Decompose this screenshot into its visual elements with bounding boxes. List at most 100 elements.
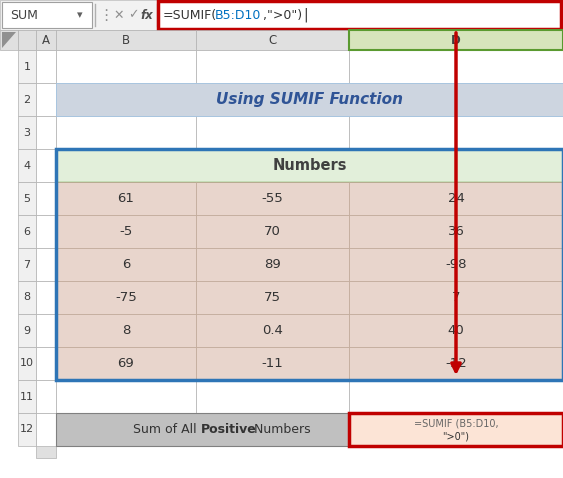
Bar — [196, 83, 349, 116]
Bar — [196, 314, 349, 347]
Bar — [36, 30, 56, 50]
Bar — [56, 413, 196, 446]
Text: 0.4: 0.4 — [262, 324, 283, 337]
Bar — [196, 215, 349, 248]
Bar — [349, 248, 563, 281]
Bar — [196, 413, 349, 446]
Bar — [36, 149, 56, 182]
Text: Numbers: Numbers — [272, 158, 347, 173]
Text: 69: 69 — [118, 357, 135, 370]
Bar — [56, 248, 196, 281]
Bar — [56, 281, 196, 314]
Bar — [196, 30, 349, 50]
Text: 75: 75 — [264, 291, 281, 304]
Text: 3: 3 — [24, 128, 30, 138]
Text: -11: -11 — [262, 357, 283, 370]
Bar — [36, 380, 56, 413]
Bar — [349, 281, 563, 314]
Text: fx: fx — [141, 9, 153, 22]
Bar — [56, 116, 196, 149]
Text: -5: -5 — [119, 225, 133, 238]
Bar — [56, 83, 563, 116]
Bar — [349, 413, 563, 446]
Bar — [349, 215, 563, 248]
Bar — [56, 30, 196, 50]
Text: 89: 89 — [264, 258, 281, 271]
Text: 5: 5 — [24, 194, 30, 204]
Bar — [349, 182, 563, 215]
Text: ">0"): ">0") — [443, 432, 470, 442]
Bar — [56, 318, 196, 338]
Bar — [196, 380, 349, 413]
Bar — [349, 182, 563, 215]
Bar — [36, 215, 56, 248]
Bar — [56, 149, 563, 182]
Bar — [349, 116, 563, 149]
Text: 24: 24 — [448, 192, 464, 205]
Text: Sum of All: Sum of All — [133, 423, 200, 436]
Text: ▾: ▾ — [77, 10, 83, 20]
Text: exceldemy: exceldemy — [226, 414, 334, 432]
Bar — [196, 281, 349, 314]
Bar — [349, 248, 563, 281]
Text: 11: 11 — [20, 391, 34, 402]
Text: 10: 10 — [20, 358, 34, 369]
Bar — [196, 248, 349, 281]
Text: SUM: SUM — [10, 9, 38, 22]
Bar — [56, 347, 196, 380]
Text: 7: 7 — [24, 260, 30, 270]
Text: =SUMIF (B5:D10,: =SUMIF (B5:D10, — [414, 419, 498, 428]
Bar — [196, 314, 349, 347]
Bar — [56, 380, 196, 413]
Bar — [196, 305, 349, 325]
Bar — [56, 347, 196, 380]
Bar — [36, 281, 56, 314]
Text: -55: -55 — [262, 192, 283, 205]
Text: 36: 36 — [448, 225, 464, 238]
Bar — [2, 2, 92, 28]
Text: Numbers: Numbers — [250, 423, 311, 436]
Bar — [36, 50, 56, 83]
Bar — [18, 182, 36, 215]
Bar — [18, 380, 36, 413]
Bar — [18, 116, 36, 149]
Text: 2: 2 — [24, 95, 30, 105]
Bar — [36, 413, 56, 446]
Text: C: C — [269, 33, 276, 46]
Bar — [56, 83, 196, 116]
Bar — [36, 438, 56, 458]
Text: 61: 61 — [118, 192, 135, 205]
Bar — [56, 248, 196, 281]
Bar — [349, 50, 563, 83]
Bar — [349, 281, 563, 314]
Bar — [349, 30, 563, 50]
Bar — [196, 281, 349, 314]
Text: Positive: Positive — [200, 423, 256, 436]
Bar — [349, 83, 563, 116]
Bar — [18, 281, 36, 314]
Bar — [36, 347, 56, 380]
Bar — [18, 30, 36, 50]
Bar — [56, 314, 196, 347]
Bar — [36, 83, 56, 116]
Bar — [349, 314, 563, 347]
Text: 6: 6 — [122, 258, 130, 271]
Bar — [349, 347, 563, 380]
Bar — [196, 215, 349, 248]
Bar — [18, 50, 36, 83]
Bar — [56, 182, 196, 215]
Text: B: B — [122, 33, 130, 46]
Bar — [349, 215, 563, 248]
Bar — [349, 413, 563, 446]
Text: -12: -12 — [445, 357, 467, 370]
Bar — [0, 0, 563, 30]
Bar — [18, 83, 36, 116]
Bar — [18, 215, 36, 248]
Text: 8: 8 — [24, 293, 30, 303]
Text: |: | — [303, 8, 307, 22]
Bar — [36, 314, 56, 347]
Text: 8: 8 — [122, 324, 130, 337]
Bar — [349, 347, 563, 380]
Text: 7: 7 — [452, 291, 460, 304]
Text: 4: 4 — [24, 161, 30, 171]
